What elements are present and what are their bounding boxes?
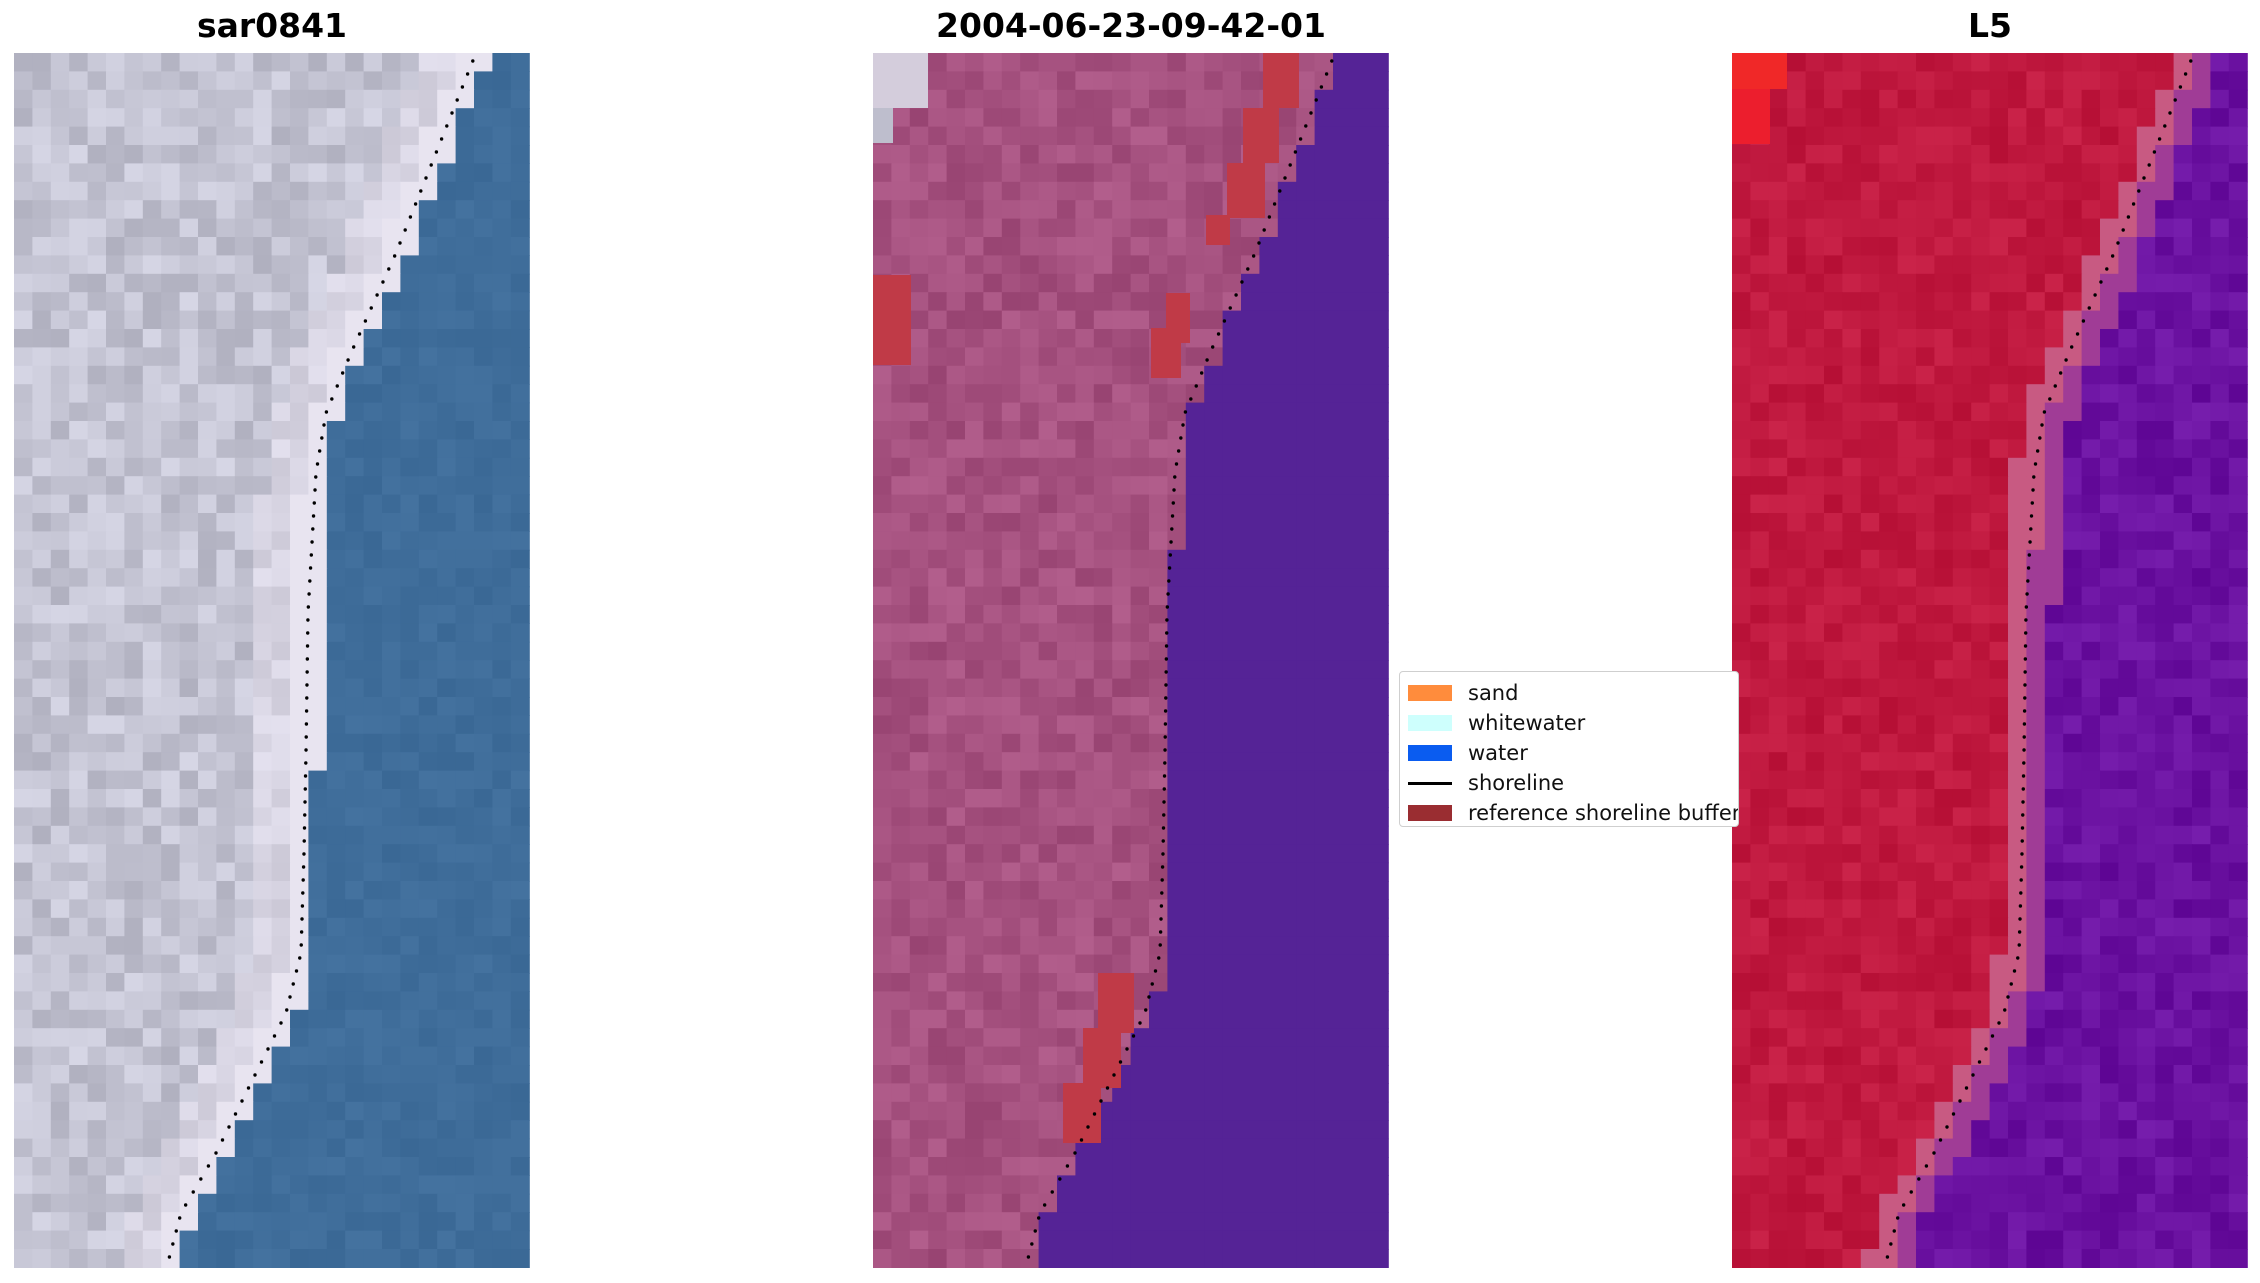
legend-item-reference-buffer: reference shoreline buffer	[1408, 798, 1738, 826]
legend-item-whitewater: whitewater	[1408, 708, 1738, 738]
reference-buffer-patch	[1206, 215, 1230, 245]
water-swatch	[1408, 745, 1452, 761]
raster-pixels	[1732, 53, 2248, 1268]
reference-buffer-patch	[1083, 1028, 1121, 1088]
legend: sand whitewater water shoreline referenc…	[1399, 671, 1739, 827]
shoreline-line-swatch	[1408, 781, 1452, 785]
reference-buffer-patch	[1098, 973, 1134, 1033]
reference-buffer-swatch	[1408, 805, 1452, 821]
legend-item-water: water	[1408, 738, 1738, 768]
legend-item-shoreline: shoreline	[1408, 768, 1738, 798]
reference-buffer-patch	[1243, 108, 1279, 163]
classified-image	[873, 53, 1389, 1270]
rgb-satellite-image	[14, 53, 530, 1270]
shoreline-dots	[1026, 59, 1334, 1259]
legend-item-sand: sand	[1408, 678, 1738, 708]
raster-pixels	[873, 53, 1389, 1268]
sand-swatch	[1408, 685, 1452, 701]
whitewater-swatch	[1408, 715, 1452, 731]
panel-title-rgb: sar0841	[196, 6, 348, 45]
reference-buffer-patch	[1263, 53, 1299, 108]
reference-buffer-patch	[1151, 328, 1181, 378]
panel-title-classified: 2004-06-23-09-42-01	[936, 6, 1326, 45]
index-image	[1732, 53, 2248, 1270]
shoreline-dots	[167, 59, 475, 1259]
reference-buffer-patch	[873, 275, 911, 365]
reference-buffer-patch	[1227, 163, 1265, 218]
shoreline-dots	[1885, 59, 2193, 1259]
panel-title-index: L5	[1968, 6, 2012, 45]
raster-pixels	[14, 53, 530, 1268]
